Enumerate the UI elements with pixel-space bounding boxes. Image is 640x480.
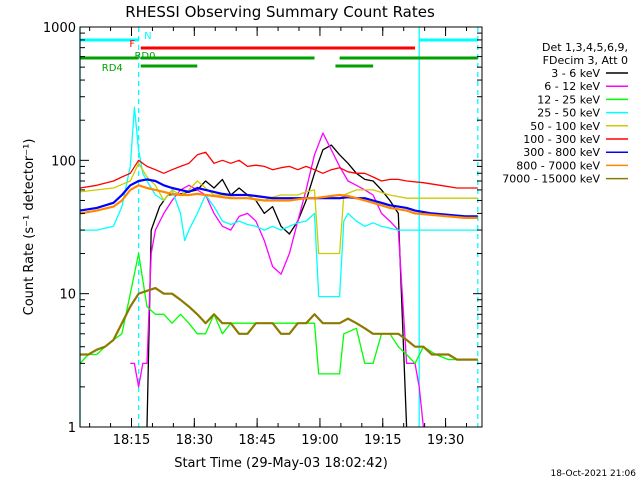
y-tick-label-3: 1000 bbox=[43, 21, 76, 36]
x-tick-label-1: 18:30 bbox=[176, 433, 213, 448]
legend-header-0: Det 1,3,4,5,6,9, bbox=[542, 41, 628, 54]
legend: Det 1,3,4,5,6,9,FDecim 3, Att 03 - 6 keV… bbox=[502, 41, 628, 186]
series-line-8 bbox=[80, 287, 478, 361]
legend-label-2: 12 - 25 keV bbox=[537, 93, 600, 106]
legend-label-0: 3 - 6 keV bbox=[551, 67, 600, 80]
y-axis-label: Count Rate (s⁻¹ detector⁻¹) bbox=[22, 139, 37, 316]
vertical-markers bbox=[79, 27, 479, 427]
series-line-3 bbox=[80, 106, 478, 298]
series-line-7 bbox=[79, 184, 478, 219]
flag-label-1: F bbox=[129, 39, 135, 50]
series-line-5 bbox=[79, 151, 478, 189]
y-tick-label-2: 100 bbox=[51, 154, 76, 169]
footer-timestamp: 18-Oct-2021 21:06 bbox=[551, 469, 637, 479]
y-tick-label-1: 10 bbox=[59, 288, 76, 303]
legend-label-8: 7000 - 15000 keV bbox=[502, 173, 600, 186]
legend-label-3: 25 - 50 keV bbox=[537, 107, 600, 120]
series-layer bbox=[79, 106, 478, 428]
series-line-1 bbox=[130, 132, 425, 428]
x-tick-label-5: 19:30 bbox=[427, 433, 464, 448]
plot-frame bbox=[79, 26, 483, 428]
flag-label-0: N bbox=[144, 31, 151, 42]
legend-label-6: 300 - 800 keV bbox=[523, 146, 600, 159]
series-line-4 bbox=[79, 162, 478, 255]
legend-label-1: 6 - 12 keV bbox=[544, 80, 600, 93]
chart-title: RHESSI Observing Summary Count Rates bbox=[125, 3, 435, 21]
x-axis-label: Start Time (29-May-03 18:02:42) bbox=[174, 456, 388, 471]
y-axis-ticks: 1 10 100 1000 bbox=[43, 21, 482, 436]
y-tick-label-0: 1 bbox=[68, 421, 76, 436]
legend-label-5: 100 - 300 keV bbox=[523, 133, 600, 146]
x-tick-label-2: 18:45 bbox=[238, 433, 275, 448]
x-tick-label-3: 19:00 bbox=[301, 433, 338, 448]
flag-label-2: RD0 bbox=[134, 51, 155, 62]
x-tick-label-4: 19:15 bbox=[364, 433, 401, 448]
flag-label-3: RD4 bbox=[102, 63, 123, 74]
legend-label-7: 800 - 7000 keV bbox=[516, 159, 600, 172]
x-axis-ticks: 18:15 18:30 18:45 19:00 19:15 19:30 bbox=[89, 27, 468, 448]
series-line-6 bbox=[79, 178, 478, 218]
legend-header-1: FDecim 3, Att 0 bbox=[543, 54, 628, 67]
x-tick-label-0: 18:15 bbox=[113, 433, 150, 448]
legend-label-4: 50 - 100 keV bbox=[530, 120, 600, 133]
